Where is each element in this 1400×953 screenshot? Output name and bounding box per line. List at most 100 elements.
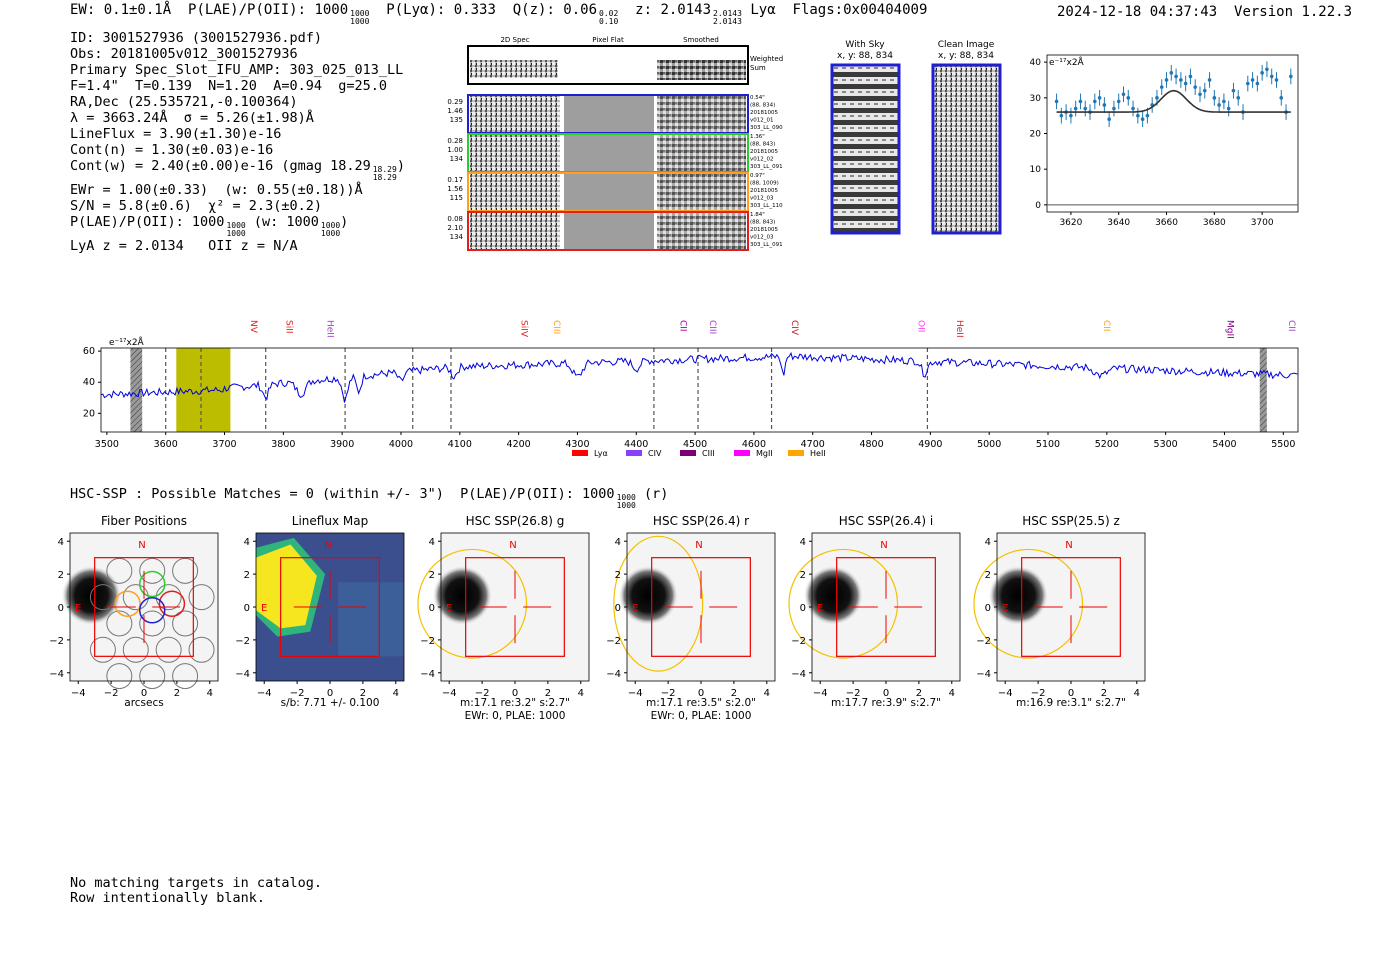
cutout-right-value: 1.36" [750,134,765,140]
spec-xtick-label: 4400 [624,439,648,450]
north-label: N [1065,540,1072,551]
fit-point [1145,113,1150,118]
spec-xtick-label: 4200 [507,439,531,450]
spec-xtick-label: 4500 [683,439,707,450]
hsc-frac-lo: 1000 [616,501,636,510]
bright-star [61,565,122,626]
hsc-xtick-label: −4 [998,688,1013,699]
spec-xtick-label: 5100 [1036,439,1060,450]
north-label: N [880,540,887,551]
hsc-caption-2: EWr: 0, PLAE: 1000 [465,710,566,722]
info-plae-w-lo: 1000 [320,229,341,238]
north-label: N [695,540,702,551]
hsc-ytick-label: −2 [420,636,435,647]
info-plae-w-hi: 1000 [320,221,341,230]
with-sky-xy: x, y: 88, 834 [837,51,893,61]
line-label-siii: SiII [283,320,293,334]
hsc-caption: s/b: 7.71 +/- 0.100 [281,697,380,709]
hsc-xtick-label: −4 [442,688,457,699]
fit-point [1231,88,1236,93]
hsc-xtick-label: 0 [1068,688,1074,699]
fit-point [1102,103,1107,107]
legend-label: MgII [756,449,773,458]
fit-point [1279,96,1284,100]
cutout-right-value: (88, 1009) [750,181,779,187]
hsc-caption-2: EWr: 0, PLAE: 1000 [651,710,752,722]
spec-ytick-label: 60 [83,346,95,357]
cutout-left-value: 0.08 [447,215,463,223]
hsc-ytick-label: 0 [58,603,64,614]
line-label-heii: HeII [954,320,964,338]
info-contw: Cont(w) = 2.40(±0.00)e-16 (gmag 18.29 [70,158,371,174]
spec-xtick-label: 4700 [801,439,825,450]
hsc-ytick-label: 2 [800,570,806,581]
legend-label: Lyα [594,449,608,458]
hsc-ytick-label: −4 [420,669,435,680]
hsc-ytick-label: 4 [429,537,435,548]
fiber-circle [139,610,166,637]
hsc-ytick-label: 0 [615,603,621,614]
hsc-summary: HSC-SSP : Possible Matches = 0 (within +… [70,486,615,502]
east-label: E [75,603,81,614]
fit-point [1260,71,1264,75]
fit-xtick-label: 3700 [1251,218,1274,228]
fiber-circle [172,557,199,584]
cutout-left-value: 115 [450,194,463,202]
hsc-ytick-label: −4 [791,669,806,680]
line-label-cii: CII [1101,320,1111,332]
cutout-right-value: 303_LL_090 [750,125,783,131]
fit-point [1274,78,1279,82]
cutout-right-value: v012_03 [750,196,774,202]
bright-star [803,565,864,626]
fit-xtick-label: 3640 [1107,218,1130,228]
qz-value: Q(z): 0.06 [512,2,598,18]
fit-point [1236,96,1241,100]
fiber-circle [139,663,166,690]
hsc-ytick-label: −2 [49,636,64,647]
info-ewr: EWr = 1.00(±0.33) (w: 0.55(±0.18))Å [70,182,363,198]
info-plae-hi: 1000 [226,221,246,230]
legend-swatch [734,450,750,456]
hsc-ytick-label: 2 [429,570,435,581]
fit-ytick-label: 10 [1030,165,1042,175]
hsc-xtick-label: 0 [698,688,704,699]
legend-label: CIV [648,449,662,458]
fit-point [1097,96,1102,100]
cutout-left-value: 1.46 [447,107,463,115]
cutout-2d [470,135,560,171]
fit-point [1093,99,1097,104]
fiber-circle [122,636,149,663]
fit-xtick-label: 3620 [1059,218,1082,228]
flags-value: Flags:0x00404009 [792,2,928,18]
hsc-xtick-label: 2 [916,688,922,699]
cutout-panel: 2D Spec Pixel Flat Smoothed Weighted Sum… [447,36,1002,251]
fit-ylabel: e⁻¹⁷x2Å [1049,56,1085,68]
fit-point [1116,99,1121,104]
east-label: E [446,603,452,614]
footer-line2: Row intentionally blank. [70,890,266,906]
hsc-ytick-label: 2 [615,570,621,581]
plae-header-lo: 1000 [350,17,370,26]
hsc-xtick-label: 4 [393,688,399,699]
info-fit: F=1.4" T=0.139 N=1.20 A=0.94 g=25.0 [70,78,387,94]
info-contn: Cont(n) = 1.30(±0.03)e-16 [70,142,274,158]
hsc-xtick-label: 0 [512,688,518,699]
fit-point [1250,78,1255,82]
z-value: z: 2.0143 [635,2,712,18]
plae-header-hi: 1000 [350,9,370,18]
hsc-xtick-label: 0 [327,688,333,699]
hsc-ytick-label: 4 [985,537,991,548]
spec-xtick-label: 3700 [212,439,236,450]
spec-xtick-label: 3500 [95,439,119,450]
info-plae-w: (w: 1000 [253,214,319,230]
fit-xtick-label: 3660 [1155,218,1178,228]
cutout-2d [470,213,560,249]
fit-point [1265,67,1269,72]
masked-region [130,348,143,432]
line-id: Lyα [750,2,776,18]
fit-point [1136,113,1140,118]
cutout-right-value: v012_02 [750,157,774,163]
line-label-cii: CII [1286,320,1296,332]
